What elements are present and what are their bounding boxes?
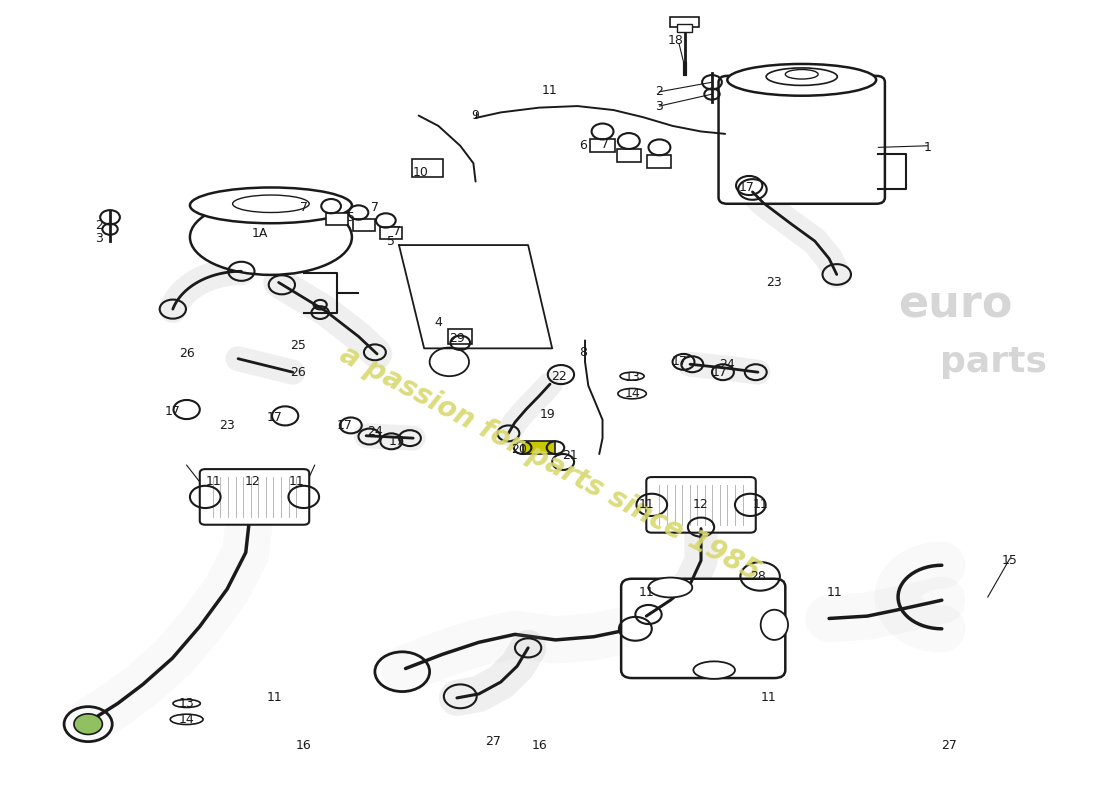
Text: 18: 18 (668, 34, 684, 47)
Ellipse shape (649, 578, 692, 598)
FancyBboxPatch shape (200, 469, 309, 525)
Bar (326, 213, 348, 225)
Bar (670, 17, 698, 26)
Text: 6: 6 (579, 139, 586, 152)
Text: 17: 17 (337, 419, 352, 432)
Ellipse shape (693, 662, 735, 679)
Ellipse shape (170, 714, 204, 725)
Bar (522, 442, 556, 454)
Text: 21: 21 (562, 449, 578, 462)
Bar (676, 24, 692, 32)
Ellipse shape (190, 199, 352, 275)
Text: 24: 24 (719, 358, 735, 370)
Text: 3: 3 (656, 99, 663, 113)
Text: a passion for parts since 1985: a passion for parts since 1985 (336, 341, 764, 586)
Text: 11: 11 (752, 498, 768, 511)
Text: 17: 17 (388, 435, 405, 448)
Circle shape (74, 714, 102, 734)
Text: 13: 13 (179, 697, 195, 710)
Text: 5: 5 (387, 234, 395, 248)
Text: 10: 10 (412, 166, 429, 179)
Text: 8: 8 (579, 346, 586, 359)
Text: 11: 11 (266, 691, 282, 705)
FancyBboxPatch shape (621, 578, 785, 678)
Text: 27: 27 (942, 739, 957, 752)
Text: 11: 11 (288, 474, 304, 487)
Text: 17: 17 (712, 366, 727, 378)
Ellipse shape (761, 610, 788, 640)
Text: 9: 9 (472, 109, 480, 122)
Text: 4: 4 (434, 316, 442, 329)
Text: 26: 26 (179, 347, 195, 361)
Text: euro: euro (898, 283, 1012, 326)
Ellipse shape (785, 70, 818, 79)
Bar (448, 330, 472, 343)
FancyBboxPatch shape (718, 76, 884, 204)
Text: 16: 16 (296, 739, 311, 752)
Text: 11: 11 (638, 498, 654, 511)
Text: 29: 29 (449, 331, 465, 345)
Text: 7: 7 (393, 225, 400, 238)
Text: 23: 23 (219, 419, 235, 432)
Ellipse shape (173, 699, 200, 707)
Text: 27: 27 (485, 735, 501, 748)
Text: 3: 3 (96, 232, 103, 246)
Bar (353, 219, 375, 231)
Ellipse shape (620, 372, 645, 380)
Text: 17: 17 (165, 406, 180, 418)
Text: 11: 11 (206, 474, 222, 487)
Text: 11: 11 (827, 586, 843, 598)
Ellipse shape (232, 195, 309, 213)
Text: 5: 5 (346, 210, 355, 224)
Bar (617, 149, 641, 162)
Text: 17: 17 (671, 355, 688, 368)
Ellipse shape (190, 187, 352, 223)
Text: 2: 2 (96, 218, 103, 232)
Text: 16: 16 (531, 739, 547, 752)
Ellipse shape (767, 68, 837, 86)
Text: 22: 22 (551, 370, 566, 382)
Bar (591, 139, 615, 152)
Ellipse shape (618, 389, 647, 399)
Text: 7: 7 (299, 202, 308, 214)
Text: 12: 12 (244, 474, 261, 487)
Ellipse shape (727, 64, 876, 96)
FancyBboxPatch shape (647, 477, 756, 533)
Text: 11: 11 (761, 691, 777, 705)
Bar (412, 159, 442, 177)
Bar (648, 155, 671, 168)
Text: 13: 13 (624, 371, 640, 384)
Text: 7: 7 (601, 138, 608, 150)
Text: 12: 12 (693, 498, 708, 511)
Text: 14: 14 (179, 713, 195, 726)
Text: 28: 28 (750, 570, 766, 583)
Text: 23: 23 (767, 276, 782, 289)
Text: 20: 20 (512, 442, 527, 456)
Text: 1: 1 (924, 141, 932, 154)
Text: parts: parts (939, 345, 1047, 379)
Text: 2: 2 (656, 86, 663, 98)
Text: 17: 17 (739, 181, 755, 194)
Text: 25: 25 (290, 339, 306, 353)
Text: 15: 15 (1002, 554, 1018, 567)
Text: 7: 7 (371, 202, 378, 214)
Text: 11: 11 (542, 84, 558, 97)
Text: 1A: 1A (252, 226, 268, 240)
Text: 11: 11 (638, 586, 654, 598)
Bar (381, 227, 403, 239)
Text: 26: 26 (290, 366, 306, 378)
Text: 17: 17 (266, 411, 282, 424)
Text: 19: 19 (540, 408, 556, 421)
Text: 14: 14 (624, 387, 640, 400)
Text: 24: 24 (367, 426, 383, 438)
